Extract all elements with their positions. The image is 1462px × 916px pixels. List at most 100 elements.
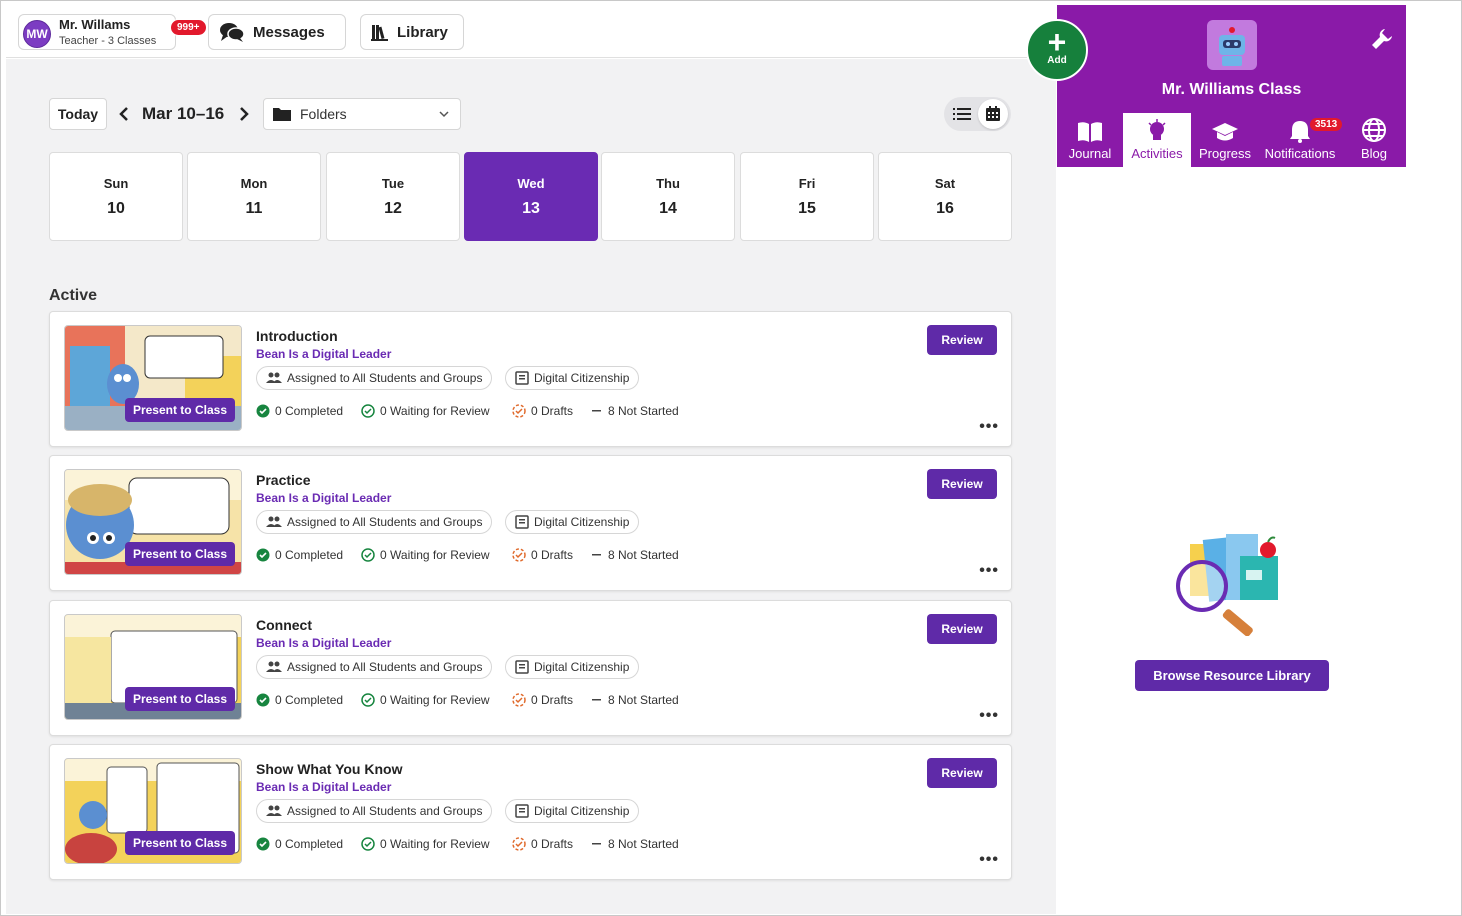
lesson-link[interactable]: Bean Is a Digital Leader <box>256 347 392 361</box>
subject-label: Digital Citizenship <box>534 515 630 529</box>
review-button[interactable]: Review <box>927 469 997 499</box>
people-icon <box>266 372 282 383</box>
not-started-stat: 8 Not Started <box>591 548 679 562</box>
waiting-stat: 0 Waiting for Review <box>361 693 490 707</box>
lesson-link[interactable]: Bean Is a Digital Leader <box>256 636 392 650</box>
view-toggle <box>944 97 1011 131</box>
day-date: 12 <box>384 200 402 217</box>
activity-card: Present to Class Practice Bean Is a Digi… <box>49 455 1012 591</box>
day-tue[interactable]: Tue 12 <box>326 152 460 241</box>
more-options-icon[interactable]: ••• <box>979 562 999 579</box>
user-switcher[interactable]: MW Mr. Willams Teacher - 3 Classes 999+ <box>18 14 207 50</box>
prev-week-button[interactable] <box>114 104 134 124</box>
date-range: Mar 10–16 <box>142 104 225 123</box>
tab-label: Activities <box>1131 146 1183 161</box>
present-to-class-button[interactable]: Present to Class <box>124 398 235 422</box>
day-sat[interactable]: Sat 16 <box>878 152 1012 241</box>
more-options-icon[interactable]: ••• <box>979 707 999 724</box>
day-date: 16 <box>936 200 954 217</box>
day-sun[interactable]: Sun 10 <box>49 152 183 241</box>
activity-thumbnail[interactable]: Present to Class <box>64 758 242 864</box>
dash-icon <box>592 554 601 556</box>
activity-title[interactable]: Practice <box>256 472 311 488</box>
folder-icon <box>273 108 291 121</box>
activity-title[interactable]: Introduction <box>256 328 338 344</box>
lesson-link[interactable]: Bean Is a Digital Leader <box>256 491 392 505</box>
tab-label: Blog <box>1360 146 1388 161</box>
dash-icon <box>592 699 601 701</box>
draft-dashed-check-icon <box>512 693 526 707</box>
list-view-button[interactable] <box>947 99 977 129</box>
check-outline-icon <box>361 404 375 418</box>
people-icon <box>266 516 282 527</box>
present-to-class-button[interactable]: Present to Class <box>124 831 235 855</box>
waiting-label: 0 Waiting for Review <box>380 548 490 562</box>
draft-dashed-check-icon <box>512 548 526 562</box>
day-wed[interactable]: Wed 13 <box>464 152 598 241</box>
review-button[interactable]: Review <box>927 758 997 788</box>
review-button[interactable]: Review <box>927 614 997 644</box>
activity-title[interactable]: Show What You Know <box>256 761 403 777</box>
lightbulb-icon <box>1148 119 1166 140</box>
day-name: Fri <box>798 176 816 191</box>
waiting-stat: 0 Waiting for Review <box>361 548 490 562</box>
tab-activities[interactable]: Activities <box>1123 113 1191 167</box>
class-settings-button[interactable] <box>1370 27 1394 56</box>
calendar-view-button[interactable] <box>978 99 1008 129</box>
browse-resource-library-button[interactable]: Browse Resource Library <box>1135 660 1329 691</box>
day-mon[interactable]: Mon 11 <box>187 152 321 241</box>
class-header: Mr. Williams Class Journal Activities Pr… <box>1057 5 1406 167</box>
activity-thumbnail[interactable]: Present to Class <box>64 469 242 575</box>
class-robot-icon[interactable] <box>1207 20 1257 70</box>
activity-thumbnail[interactable]: Present to Class <box>64 614 242 720</box>
lesson-link[interactable]: Bean Is a Digital Leader <box>256 780 392 794</box>
activity-thumbnail[interactable]: Present to Class <box>64 325 242 431</box>
tab-journal[interactable]: Journal <box>1057 113 1123 167</box>
tab-notifications[interactable]: Notifications <box>1257 113 1343 167</box>
activity-title[interactable]: Connect <box>256 617 312 633</box>
day-fri[interactable]: Fri 15 <box>740 152 874 241</box>
review-button[interactable]: Review <box>927 325 997 355</box>
present-to-class-button[interactable]: Present to Class <box>124 687 235 711</box>
today-button[interactable]: Today <box>49 98 107 130</box>
tab-label: Notifications <box>1264 146 1336 161</box>
completed-label: 0 Completed <box>275 548 344 562</box>
assigned-label: Assigned to All Students and Groups <box>287 371 483 385</box>
waiting-label: 0 Waiting for Review <box>380 404 490 418</box>
completed-label: 0 Completed <box>275 693 344 707</box>
not-started-label: 8 Not Started <box>608 837 679 851</box>
book-icon <box>515 660 529 674</box>
tab-blog[interactable]: Blog <box>1345 113 1403 167</box>
not-started-stat: 8 Not Started <box>591 693 679 707</box>
book-open-icon <box>1078 122 1102 142</box>
tab-progress[interactable]: Progress <box>1191 113 1259 167</box>
day-thu[interactable]: Thu 14 <box>601 152 735 241</box>
check-circle-icon <box>256 837 270 851</box>
subject-chip: Digital Citizenship <box>505 799 640 823</box>
library-button[interactable]: Library <box>360 14 464 50</box>
day-date: 11 <box>245 200 263 217</box>
messages-button[interactable]: Messages <box>208 14 346 50</box>
completed-stat: 0 Completed <box>256 548 343 562</box>
plus-icon: + <box>1047 24 1067 60</box>
notifications-badge: 3513 <box>1310 118 1343 131</box>
more-options-icon[interactable]: ••• <box>979 418 999 435</box>
assigned-label: Assigned to All Students and Groups <box>287 660 483 674</box>
not-started-label: 8 Not Started <box>608 693 679 707</box>
completed-stat: 0 Completed <box>256 837 343 851</box>
globe-icon <box>1362 118 1386 142</box>
subject-chip: Digital Citizenship <box>505 510 640 534</box>
check-outline-icon <box>361 837 375 851</box>
wrench-icon <box>1372 29 1392 49</box>
people-icon <box>266 805 282 816</box>
folders-select[interactable]: Folders <box>263 98 461 130</box>
day-name: Thu <box>656 176 680 191</box>
present-to-class-button[interactable]: Present to Class <box>124 542 235 566</box>
check-circle-icon <box>256 404 270 418</box>
next-week-button[interactable] <box>234 104 254 124</box>
day-name: Sun <box>103 176 129 191</box>
bell-icon <box>1290 121 1310 143</box>
more-options-icon[interactable]: ••• <box>979 851 999 868</box>
add-button[interactable]: + Add <box>1026 19 1088 81</box>
waiting-stat: 0 Waiting for Review <box>361 837 490 851</box>
